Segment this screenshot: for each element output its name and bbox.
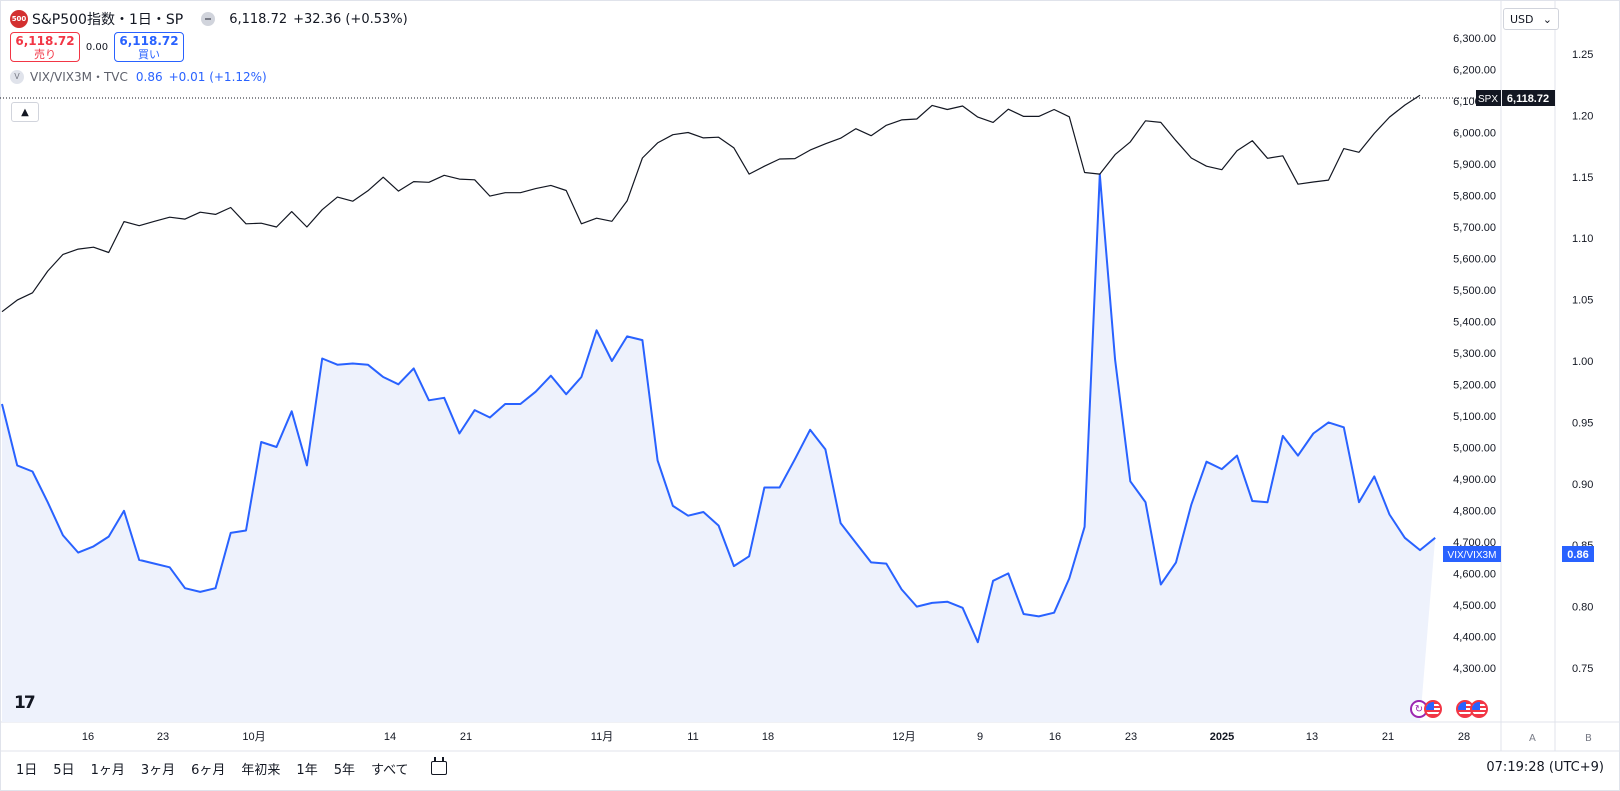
price-change: +32.36 (+0.53%) [293, 11, 408, 27]
spread: 0.00 [85, 41, 109, 53]
right-axis-tick: 1.00 [1572, 356, 1593, 368]
left-axis-tick: 4,600.00 [1453, 569, 1496, 581]
calendar-icon[interactable] [430, 757, 447, 775]
right-axis-tick: 0.95 [1572, 417, 1593, 429]
left-axis-tick: 5,400.00 [1453, 317, 1496, 329]
x-axis-tick: 18 [762, 731, 774, 743]
left-axis-tick: 6,300.00 [1453, 33, 1496, 45]
log-scale-button[interactable]: B [1585, 733, 1592, 744]
bottom-toolbar: 1日 5日 1ヶ月 3ヶ月 6ヶ月 年初来 1年 5年 すべて 07:19:28… [0, 753, 1620, 783]
vix-price-label: 0.86 [1567, 549, 1588, 561]
left-axis-tick: 4,500.00 [1453, 600, 1496, 612]
left-axis-tick: 5,800.00 [1453, 191, 1496, 203]
left-axis-tick: 4,400.00 [1453, 632, 1496, 644]
vix-tag-bg [1443, 546, 1501, 562]
us-flag-icon[interactable] [1424, 700, 1442, 718]
left-axis-tick: 5,100.00 [1453, 411, 1496, 423]
range-5y[interactable]: 5年 [333, 762, 355, 778]
left-axis-tick: 6,200.00 [1453, 65, 1496, 77]
x-axis-tick: 13 [1306, 731, 1318, 743]
range-1d[interactable]: 1日 [16, 762, 38, 778]
x-axis-tick: 9 [977, 731, 983, 743]
x-axis-tick: 23 [157, 731, 169, 743]
right-axis-tick: 1.10 [1572, 233, 1593, 245]
compare-change: +0.01 (+1.12%) [168, 69, 267, 84]
compare-value: 0.86 [135, 69, 163, 84]
range-all[interactable]: すべて [370, 762, 409, 778]
range-1y[interactable]: 1年 [296, 762, 318, 778]
x-axis-tick: 10月 [242, 731, 265, 743]
compare-badge: V [10, 69, 24, 84]
left-axis-tick: 4,800.00 [1453, 506, 1496, 518]
spx-price-label: 6,118.72 [1507, 93, 1549, 105]
left-axis-tick: 5,500.00 [1453, 285, 1496, 297]
us-flag-icon[interactable] [1470, 700, 1488, 718]
x-axis-tick: 16 [1049, 731, 1061, 743]
symbol-badge: 500 [10, 10, 28, 28]
x-axis-tick: 28 [1458, 731, 1470, 743]
minus-icon[interactable] [201, 12, 216, 26]
vix-tag: VIX/VIX3M [1448, 550, 1497, 561]
left-axis-tick: 5,300.00 [1453, 348, 1496, 360]
range-ytd[interactable]: 年初来 [241, 762, 281, 778]
clock[interactable]: 07:19:28 (UTC+9) [1486, 760, 1604, 775]
range-5d[interactable]: 5日 [53, 762, 75, 778]
vix-price-bg [1562, 546, 1594, 562]
vix-area-fill [2, 174, 1436, 723]
right-axis-tick: 1.15 [1572, 172, 1593, 184]
x-axis-tick: 16 [82, 731, 94, 743]
vix-series-line[interactable] [1, 173, 1436, 644]
chevron-up-icon[interactable]: ▲ [11, 102, 39, 122]
symbol-title[interactable]: S&P500指数・1日・SP [32, 12, 184, 28]
compare-name[interactable]: VIX/VIX3M・TVC [30, 70, 128, 84]
buy-price: 6,118.72 [119, 34, 179, 48]
left-axis-tick: 5,000.00 [1453, 443, 1496, 455]
last-price: 6,118.72 [229, 11, 288, 27]
chart-legend: 500 S&P500指数・1日・SP 6,118.72 +32.36 (+0.5… [10, 8, 408, 85]
x-axis-tick: 23 [1125, 731, 1137, 743]
auto-scale-button[interactable]: A [1529, 733, 1536, 744]
sell-label: 売り [34, 48, 56, 61]
compare-symbol-row[interactable]: V VIX/VIX3M・TVC 0.86 +0.01 (+1.12%) [10, 68, 408, 85]
right-axis-tick: 1.05 [1572, 295, 1593, 307]
currency-value: USD [1510, 12, 1534, 26]
spx-price-bg [1502, 90, 1555, 106]
left-axis-tick: 4,900.00 [1453, 474, 1496, 486]
x-axis-tick: 11 [687, 731, 698, 743]
left-axis-tick: 5,900.00 [1453, 159, 1496, 171]
right-axis-tick: 0.75 [1572, 663, 1593, 675]
buy-button[interactable]: 6,118.72 買い [114, 32, 184, 62]
right-axis-tick: 0.90 [1572, 479, 1593, 491]
buy-label: 買い [138, 48, 160, 61]
x-axis-tick: 2025 [1210, 731, 1234, 743]
range-3m[interactable]: 3ヶ月 [140, 762, 176, 778]
right-axis-tick: 1.25 [1572, 49, 1593, 61]
buy-sell-row: 6,118.72 売り 0.00 6,118.72 買い [10, 32, 408, 62]
currency-select[interactable]: USD ⌄ [1503, 8, 1559, 30]
sell-price: 6,118.72 [15, 34, 75, 48]
tradingview-logo-icon[interactable]: 17 [14, 693, 36, 713]
right-axis-tick: 1.20 [1572, 110, 1593, 122]
left-axis-tick: 4,300.00 [1453, 663, 1496, 675]
spx-tag-bg [1476, 90, 1501, 106]
x-axis-tick: 21 [1382, 731, 1394, 743]
left-axis-tick: 5,600.00 [1453, 254, 1496, 266]
right-axis-tick: 0.80 [1572, 602, 1593, 614]
range-6m[interactable]: 6ヶ月 [191, 762, 226, 778]
left-axis-tick: 5,200.00 [1453, 380, 1496, 392]
range-1m[interactable]: 1ヶ月 [90, 762, 125, 778]
left-axis-tick: 6,000.00 [1453, 128, 1496, 140]
chevron-down-icon: ⌄ [1542, 12, 1552, 26]
spx-tag: SPX [1478, 94, 1498, 105]
x-axis-tick: 21 [460, 731, 472, 743]
x-axis-tick: 11月 [591, 731, 613, 743]
main-symbol-row[interactable]: 500 S&P500指数・1日・SP 6,118.72 +32.36 (+0.5… [10, 8, 408, 30]
left-axis-tick: 5,700.00 [1453, 222, 1496, 234]
spx-series-line[interactable] [1, 94, 1421, 313]
x-axis-tick: 14 [384, 731, 396, 743]
sell-button[interactable]: 6,118.72 売り [10, 32, 80, 62]
x-axis-tick: 12月 [892, 731, 915, 743]
